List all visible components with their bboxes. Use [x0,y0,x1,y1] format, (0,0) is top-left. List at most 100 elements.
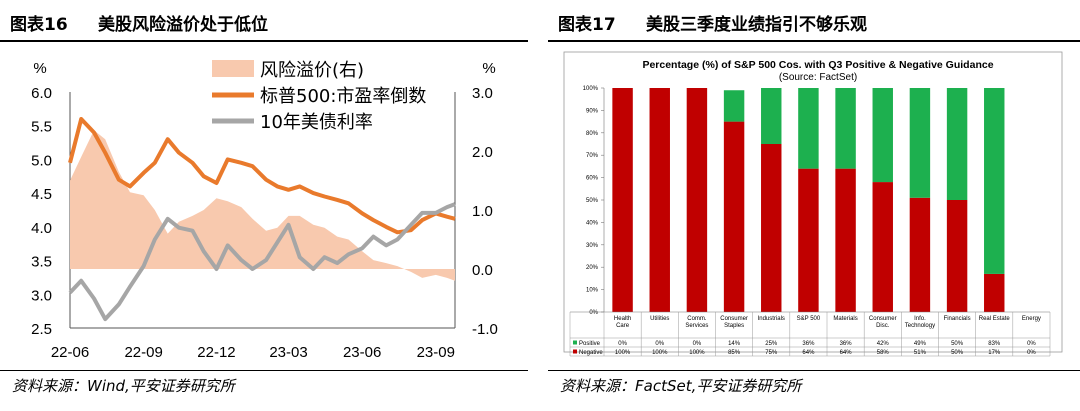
category-label: Health [614,316,631,322]
right-figure-label: 图表17 [558,15,616,35]
positive-value-label: 25% [765,341,778,347]
left-figure-title: 图表16 美股风险溢价处于低位 [10,10,268,35]
series-area-risk-premium [70,130,455,281]
x-tick-label: 23-03 [269,344,307,361]
right-source-rule [548,370,1080,371]
legend-swatch-positive [573,340,577,345]
bar-positive [835,88,856,169]
left-title-rule [0,40,528,42]
category-label: S&P 500 [797,316,821,322]
chart-subtitle: (Source: FactSet) [779,72,857,83]
category-label: Materials [833,316,857,322]
right-axis-unit: % [482,60,495,77]
x-tick-label: 23-09 [417,344,455,361]
bar-negative [649,88,670,312]
positive-value-label: 0% [655,341,664,347]
negative-value-label: 51% [914,350,927,356]
y-tick-label: 40% [586,220,599,226]
right-y-tick: 1.0 [472,203,493,220]
category-label: Financials [944,316,971,322]
legend-label-positive: Positive [579,341,601,347]
left-y-tick: 3.5 [31,254,52,271]
y-tick-label: 70% [586,153,599,159]
x-tick-label: 22-06 [51,344,89,361]
legend-label: 标普500:市盈率倒数 [260,86,426,107]
legend-swatch [212,60,254,77]
y-tick-label: 60% [586,176,599,182]
bar-positive [909,88,931,198]
category-label: Staples [724,323,744,329]
right-title-rule [548,40,1080,42]
right-bar-chart: Percentage (%) of S&P 500 Cos. with Q3 P… [563,51,1063,357]
category-label: Industrials [758,316,785,322]
y-tick-label: 100% [583,86,599,92]
negative-value-label: 100% [652,350,668,356]
category-label: Utilities [650,316,669,322]
left-line-chart: % % 2.5 3.0 3.5 4.0 4.5 5.0 5.5 6.0 -1.0 0.0 1.0 2.0 3… [31,60,498,361]
left-figure: 图表16 美股风险溢价处于低位 %% 2.5 3.0 3.5 4.0 4.5 5.0 5.5 6.… [0,0,528,411]
category-label: Services [685,323,708,329]
y-tick-label: 80% [586,131,599,137]
category-label: Consumer [869,316,897,322]
right-y-tick: -1.0 [472,321,498,338]
y-tick-label: 90% [586,108,599,114]
y-tick-label: 50% [586,198,599,204]
right-y-tick: 0.0 [472,262,493,279]
bar-positive [946,88,968,200]
legend-label-negative: Negative [579,350,603,356]
legend-label: 风险溢价(右) [260,60,364,81]
category-label: Energy [1022,316,1041,322]
chart-title: Percentage (%) of S&P 500 Cos. with Q3 P… [642,59,993,71]
y-tick-label: 0% [589,310,598,316]
bar-positive [723,90,745,122]
category-label: Disc. [876,323,890,329]
bar-negative [835,168,856,312]
negative-value-label: 17% [988,350,1001,356]
negative-value-label: 100% [615,350,631,356]
y-tick-label: 30% [586,243,599,249]
right-figure-title: 图表17 美股三季度业绩指引不够乐观 [558,10,867,35]
category-label: Care [616,323,630,329]
category-label: Real Estate [979,316,1011,322]
series-line-10y-treasury [68,202,456,322]
x-tick-label: 23-06 [343,344,381,361]
bar-negative [872,182,893,312]
bar-positive [984,88,1005,274]
right-source-note: 资料来源：FactSet,平安证券研究所 [560,377,802,395]
positive-value-label: 0% [1027,341,1036,347]
left-y-tick: 4.0 [31,220,52,237]
negative-value-label: 0% [1027,350,1036,356]
negative-value-label: 58% [877,350,890,356]
left-y-tick: 6.0 [31,85,52,102]
positive-value-label: 0% [693,341,702,347]
left-figure-label: 图表16 [10,15,68,35]
right-figure: 图表17 美股三季度业绩指引不够乐观 Percentage (%) of S&P … [548,0,1080,411]
negative-value-label: 75% [765,350,778,356]
positive-value-label: 42% [877,341,890,347]
category-label: Consumer [720,316,748,322]
category-label: Comm. [687,316,707,322]
legend-swatch-negative [573,349,577,354]
positive-value-label: 50% [951,341,964,347]
negative-value-label: 64% [802,350,815,356]
positive-value-label: 0% [618,341,627,347]
left-y-tick: 2.5 [31,321,52,338]
bar-negative [761,144,782,312]
left-axis-unit: % [33,60,46,77]
positive-value-label: 83% [988,341,1001,347]
category-label: Technology [905,323,935,329]
positive-value-label: 36% [802,341,815,347]
legend-label: 10年美债利率 [260,112,373,133]
bar-positive [872,88,893,183]
bar-negative [723,121,745,312]
bar-negative [909,197,931,312]
series-line-sp500-earnings-yield [68,117,456,235]
left-source-note: 资料来源：Wind,平安证券研究所 [12,377,235,395]
bar-negative [686,88,708,312]
right-y-tick: 2.0 [472,144,493,161]
x-tick-label: 22-09 [124,344,162,361]
negative-value-label: 85% [728,350,741,356]
positive-value-label: 14% [728,341,741,347]
x-tick-label: 22-12 [197,344,235,361]
positive-value-label: 36% [840,341,853,347]
